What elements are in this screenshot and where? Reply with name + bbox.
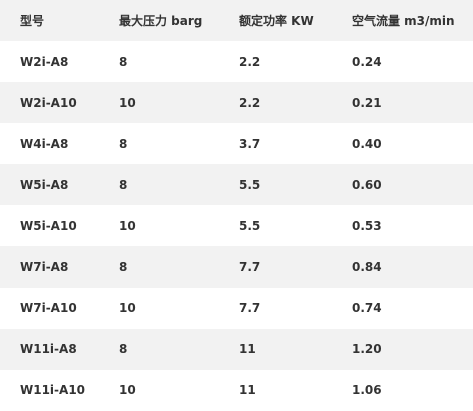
cell-flow: 0.84 bbox=[352, 260, 382, 275]
cell-pressure: 8 bbox=[119, 177, 128, 192]
cell-pressure: 8 bbox=[119, 136, 128, 151]
cell-power: 2.2 bbox=[239, 95, 261, 110]
cell-pressure: 10 bbox=[119, 383, 136, 398]
cell-model: W7i-A10 bbox=[20, 301, 77, 316]
cell-power: 11 bbox=[239, 383, 256, 398]
cell-pressure: 8 bbox=[119, 54, 128, 69]
table-row: W5i-A8 8 5.5 0.60 bbox=[0, 164, 473, 206]
cell-model: W2i-A10 bbox=[20, 95, 77, 110]
cell-flow: 0.53 bbox=[352, 218, 382, 233]
header-pressure: 最大压力 barg bbox=[119, 14, 203, 28]
header-flow: 空气流量 m3/min bbox=[352, 14, 455, 28]
cell-pressure: 10 bbox=[119, 301, 136, 316]
header-power: 额定功率 KW bbox=[239, 14, 314, 28]
cell-power: 7.7 bbox=[239, 301, 261, 316]
cell-power: 2.2 bbox=[239, 54, 261, 69]
table-row: W5i-A10 10 5.5 0.53 bbox=[0, 205, 473, 247]
cell-flow: 1.20 bbox=[352, 342, 382, 357]
table-row: W2i-A10 10 2.2 0.21 bbox=[0, 82, 473, 124]
cell-flow: 0.40 bbox=[352, 136, 382, 151]
table-row: W7i-A8 8 7.7 0.84 bbox=[0, 246, 473, 288]
table-row: W11i-A8 8 11 1.20 bbox=[0, 328, 473, 370]
cell-flow: 0.21 bbox=[352, 95, 382, 110]
cell-power: 5.5 bbox=[239, 177, 261, 192]
cell-model: W2i-A8 bbox=[20, 54, 69, 69]
table-row: W2i-A8 8 2.2 0.24 bbox=[0, 41, 473, 83]
cell-model: W11i-A10 bbox=[20, 383, 86, 398]
cell-power: 7.7 bbox=[239, 260, 261, 275]
table-header: 型号 最大压力 barg 额定功率 KW 空气流量 m3/min bbox=[0, 0, 473, 41]
cell-model: W11i-A8 bbox=[20, 342, 77, 357]
cell-pressure: 10 bbox=[119, 218, 136, 233]
cell-power: 3.7 bbox=[239, 136, 261, 151]
header-model: 型号 bbox=[20, 14, 45, 28]
cell-pressure: 8 bbox=[119, 260, 128, 275]
cell-pressure: 8 bbox=[119, 342, 128, 357]
cell-flow: 0.60 bbox=[352, 177, 382, 192]
cell-power: 11 bbox=[239, 342, 256, 357]
table-row: W7i-A10 10 7.7 0.74 bbox=[0, 287, 473, 329]
cell-flow: 0.24 bbox=[352, 54, 382, 69]
cell-pressure: 10 bbox=[119, 95, 136, 110]
cell-flow: 1.06 bbox=[352, 383, 382, 398]
cell-model: W7i-A8 bbox=[20, 260, 69, 275]
table-row: W4i-A8 8 3.7 0.40 bbox=[0, 123, 473, 165]
cell-model: W5i-A8 bbox=[20, 177, 69, 192]
cell-model: W4i-A8 bbox=[20, 136, 69, 151]
cell-model: W5i-A10 bbox=[20, 218, 77, 233]
cell-power: 5.5 bbox=[239, 218, 261, 233]
cell-flow: 0.74 bbox=[352, 301, 382, 316]
table-row: W11i-A10 10 11 1.06 bbox=[0, 369, 473, 411]
